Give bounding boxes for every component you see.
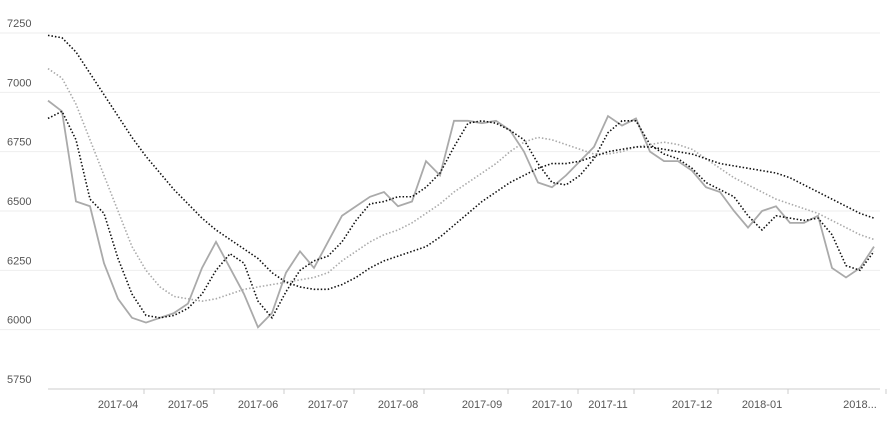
x-tick-label: 2017-12: [672, 399, 712, 411]
y-tick-label: 6250: [7, 255, 31, 267]
x-tick-label: 2017-04: [98, 399, 138, 411]
y-tick-label: 7000: [7, 77, 31, 89]
y-tick-label: 5750: [7, 374, 31, 386]
x-tick-label: 2018-01: [742, 399, 782, 411]
series-line: [47, 110, 875, 320]
y-tick-label: 6500: [7, 196, 31, 208]
y-tick-label: 6000: [7, 315, 31, 327]
x-tick-label: 2017-09: [462, 399, 502, 411]
x-tick-label: 2018...: [843, 399, 877, 411]
x-tick-label: 2017-06: [238, 399, 278, 411]
series-line: [47, 67, 875, 302]
x-tick-label: 2017-11: [588, 399, 628, 411]
series-line: [47, 99, 875, 329]
series-line: [47, 34, 875, 291]
x-tick-label: 2017-10: [532, 399, 572, 411]
x-tick-label: 2017-05: [168, 399, 208, 411]
x-tick-label: 2017-07: [308, 399, 348, 411]
y-tick-label: 7250: [7, 18, 31, 30]
x-tick-label: 2017-08: [378, 399, 418, 411]
y-tick-label: 6750: [7, 137, 31, 149]
